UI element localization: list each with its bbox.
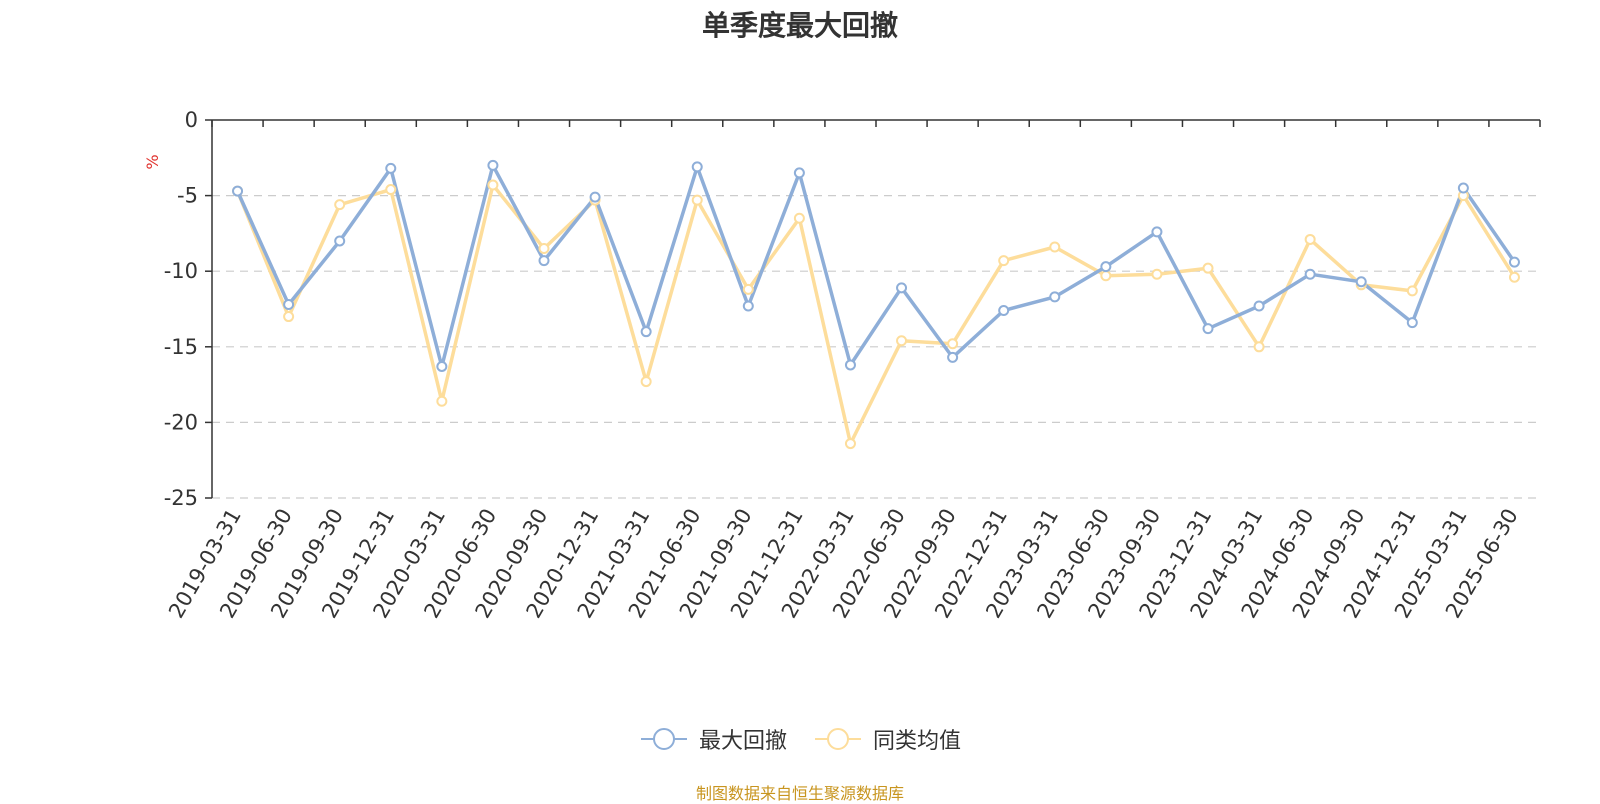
data-point-peer-average — [283, 311, 295, 323]
data-point-max-drawdown — [487, 159, 499, 171]
y-tick-label: -10 — [164, 259, 198, 283]
data-point-max-drawdown — [742, 300, 754, 312]
data-point-max-drawdown — [385, 162, 397, 174]
data-point-max-drawdown — [1457, 182, 1469, 194]
data-point-peer-average — [436, 395, 448, 407]
x-tick-labels: 2019-03-312019-06-302019-09-302019-12-31… — [164, 505, 1523, 623]
data-point-max-drawdown — [640, 326, 652, 338]
y-tick-label: -25 — [164, 486, 198, 510]
legend-circle-icon — [640, 728, 687, 750]
legend-circle-icon — [815, 728, 861, 750]
source-note: 制图数据来自恒生聚源数据库 — [695, 784, 904, 803]
data-point-max-drawdown — [1355, 276, 1367, 288]
series-line-peer-average — [235, 183, 1516, 446]
chart-title: 单季度最大回撤 — [701, 9, 898, 42]
data-point-max-drawdown — [998, 305, 1010, 317]
data-point-max-drawdown — [1202, 323, 1214, 335]
data-point-max-drawdown — [589, 191, 601, 203]
legend: 最大回撤 同类均值 — [0, 722, 1600, 756]
data-point-max-drawdown — [538, 255, 550, 267]
data-point-peer-average — [1202, 262, 1214, 274]
legend-label-peer-average: 同类均值 — [873, 729, 962, 754]
data-points — [232, 159, 1520, 450]
grid-lines — [205, 119, 1541, 499]
data-point-max-drawdown — [436, 360, 448, 372]
data-point-max-drawdown — [232, 185, 244, 197]
y-tick-label: 0 — [185, 108, 198, 132]
data-point-max-drawdown — [896, 282, 908, 294]
data-point-max-drawdown — [334, 235, 346, 247]
data-point-max-drawdown — [1049, 291, 1061, 303]
data-point-max-drawdown — [691, 161, 703, 173]
y-tick-labels: 0 -5 -10 -15 -20 -25 — [164, 108, 198, 510]
data-point-peer-average — [896, 335, 908, 347]
data-point-peer-average — [998, 255, 1010, 267]
series-line-max-drawdown — [235, 163, 1516, 369]
y-tick-label: -20 — [164, 410, 198, 434]
data-point-max-drawdown — [1406, 317, 1418, 329]
data-point-peer-average — [487, 179, 499, 191]
data-point-max-drawdown — [793, 167, 805, 179]
data-point-peer-average — [1151, 268, 1163, 280]
data-point-max-drawdown — [283, 298, 295, 310]
data-point-peer-average — [1304, 233, 1316, 245]
y-tick-label: -15 — [164, 335, 198, 359]
data-point-peer-average — [793, 212, 805, 224]
series-lines — [235, 163, 1516, 446]
data-point-max-drawdown — [1100, 261, 1112, 273]
data-point-peer-average — [640, 376, 652, 388]
data-point-peer-average — [691, 194, 703, 206]
legend-label-max-drawdown: 最大回撤 — [698, 729, 787, 754]
axes — [211, 119, 1540, 498]
legend-item-max-drawdown[interactable]: 最大回撤 — [639, 723, 787, 755]
data-point-peer-average — [844, 438, 856, 450]
y-tick-label: -5 — [177, 184, 198, 208]
data-point-max-drawdown — [1151, 226, 1163, 238]
data-point-max-drawdown — [947, 351, 959, 363]
y-axis-unit-label: % — [143, 154, 162, 169]
data-point-peer-average — [385, 184, 397, 196]
data-point-peer-average — [538, 243, 550, 255]
data-point-peer-average — [334, 199, 346, 211]
data-point-peer-average — [1049, 241, 1061, 253]
data-point-peer-average — [1508, 271, 1520, 283]
data-point-max-drawdown — [844, 359, 856, 371]
data-point-peer-average — [742, 283, 754, 295]
data-point-peer-average — [1406, 285, 1418, 297]
legend-item-peer-average[interactable]: 同类均值 — [813, 723, 961, 755]
data-point-max-drawdown — [1304, 268, 1316, 280]
data-point-max-drawdown — [1253, 300, 1265, 312]
data-point-max-drawdown — [1508, 256, 1520, 268]
data-point-peer-average — [1253, 341, 1265, 353]
data-point-peer-average — [1100, 270, 1112, 282]
data-point-peer-average — [947, 338, 959, 350]
